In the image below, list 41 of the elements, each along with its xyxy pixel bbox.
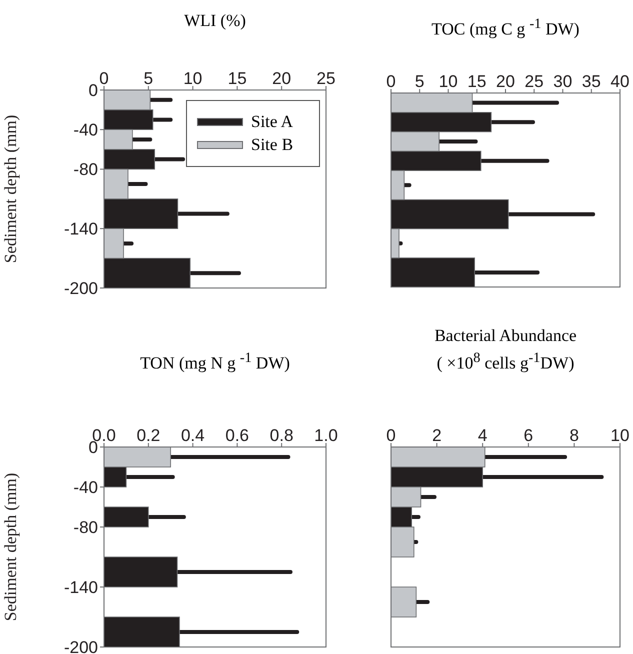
x-tick-label: 10 bbox=[183, 69, 202, 88]
x-tick-label: 4 bbox=[478, 426, 488, 445]
x-tick-label: 15 bbox=[467, 72, 486, 91]
y-tick-label: -140 bbox=[64, 220, 98, 239]
x-tick-label: 30 bbox=[553, 72, 572, 91]
legend-label: Site A bbox=[251, 112, 294, 132]
chart-title: Bacterial Abundance ( ×10$^{8}$ cells g$^{-1}$DW) bbox=[433, 325, 578, 375]
x-tick-label: 20 bbox=[496, 72, 515, 91]
x-tick-label: 20 bbox=[272, 69, 292, 88]
chart-title: TON (mg N g $^{-1}$ DW) bbox=[139, 349, 291, 375]
x-tick-label: 0 bbox=[386, 72, 396, 91]
y-tick-label: -80 bbox=[73, 160, 98, 180]
y-tick-label: -40 bbox=[73, 478, 98, 498]
x-tick-label: 10 bbox=[610, 426, 630, 445]
x-tick-label: 5 bbox=[414, 72, 424, 91]
y-tick-label: -40 bbox=[73, 120, 98, 140]
y-tick-label: -200 bbox=[64, 279, 98, 298]
x-tick-label: 5 bbox=[144, 69, 154, 88]
x-tick-label: 35 bbox=[582, 72, 601, 91]
x-tick-label: 8 bbox=[569, 426, 579, 445]
legend-label: Site B bbox=[251, 135, 294, 155]
x-tick-label: 0 bbox=[386, 426, 396, 445]
x-tick-label: 0.2 bbox=[136, 426, 160, 445]
y-tick-label: -80 bbox=[73, 518, 98, 538]
chart-title: WLI (%) bbox=[183, 10, 247, 32]
y-axis-title: Sediment depth (mm) bbox=[1, 472, 20, 622]
y-tick-label: -200 bbox=[64, 638, 98, 654]
x-tick-label: 25 bbox=[524, 72, 544, 91]
x-tick-label: 15 bbox=[228, 69, 247, 88]
x-tick-label: 10 bbox=[438, 72, 458, 91]
y-tick-label: -140 bbox=[64, 578, 98, 598]
x-tick-label: 25 bbox=[316, 69, 336, 88]
x-tick-label: 0.4 bbox=[180, 426, 205, 445]
x-tick-label: 6 bbox=[524, 426, 534, 445]
x-tick-label: 0.6 bbox=[225, 426, 250, 445]
x-tick-label: 0.8 bbox=[270, 426, 294, 445]
x-tick-label: 1.0 bbox=[314, 426, 338, 445]
x-tick-label: 2 bbox=[432, 426, 442, 445]
x-tick-label: 40 bbox=[610, 72, 630, 91]
y-axis-title: Sediment depth (mm) bbox=[1, 114, 20, 264]
chart-title: TOC (mg C g $^{-1}$ DW) bbox=[430, 15, 580, 41]
